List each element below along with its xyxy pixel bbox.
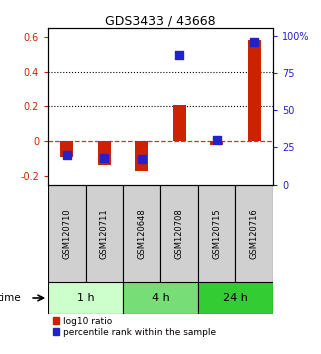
Point bbox=[64, 152, 69, 158]
Point bbox=[252, 39, 257, 45]
Bar bbox=[60, 141, 74, 157]
Bar bbox=[86, 184, 123, 282]
Bar bbox=[48, 184, 86, 282]
Text: GSM120711: GSM120711 bbox=[100, 208, 109, 259]
Bar bbox=[173, 105, 186, 141]
Text: 24 h: 24 h bbox=[223, 293, 248, 303]
Text: GSM120648: GSM120648 bbox=[137, 208, 146, 259]
Bar bbox=[123, 282, 198, 314]
Text: GSM120716: GSM120716 bbox=[250, 208, 259, 259]
Text: GSM120715: GSM120715 bbox=[212, 208, 221, 259]
Bar bbox=[98, 141, 111, 165]
Text: 4 h: 4 h bbox=[152, 293, 169, 303]
Text: GSM120708: GSM120708 bbox=[175, 208, 184, 259]
Point bbox=[214, 137, 219, 143]
Bar bbox=[198, 184, 235, 282]
Point bbox=[177, 52, 182, 58]
Bar bbox=[235, 184, 273, 282]
Bar bbox=[123, 184, 160, 282]
Point bbox=[139, 156, 144, 162]
Bar bbox=[48, 282, 123, 314]
Bar bbox=[160, 184, 198, 282]
Text: 1 h: 1 h bbox=[77, 293, 94, 303]
Bar bbox=[135, 141, 148, 171]
Bar bbox=[247, 40, 261, 141]
Bar bbox=[198, 282, 273, 314]
Text: time: time bbox=[0, 293, 21, 303]
Bar bbox=[210, 141, 223, 145]
Legend: log10 ratio, percentile rank within the sample: log10 ratio, percentile rank within the … bbox=[53, 316, 216, 337]
Point bbox=[102, 155, 107, 161]
Text: GSM120710: GSM120710 bbox=[62, 208, 71, 259]
Title: GDS3433 / 43668: GDS3433 / 43668 bbox=[105, 14, 216, 27]
